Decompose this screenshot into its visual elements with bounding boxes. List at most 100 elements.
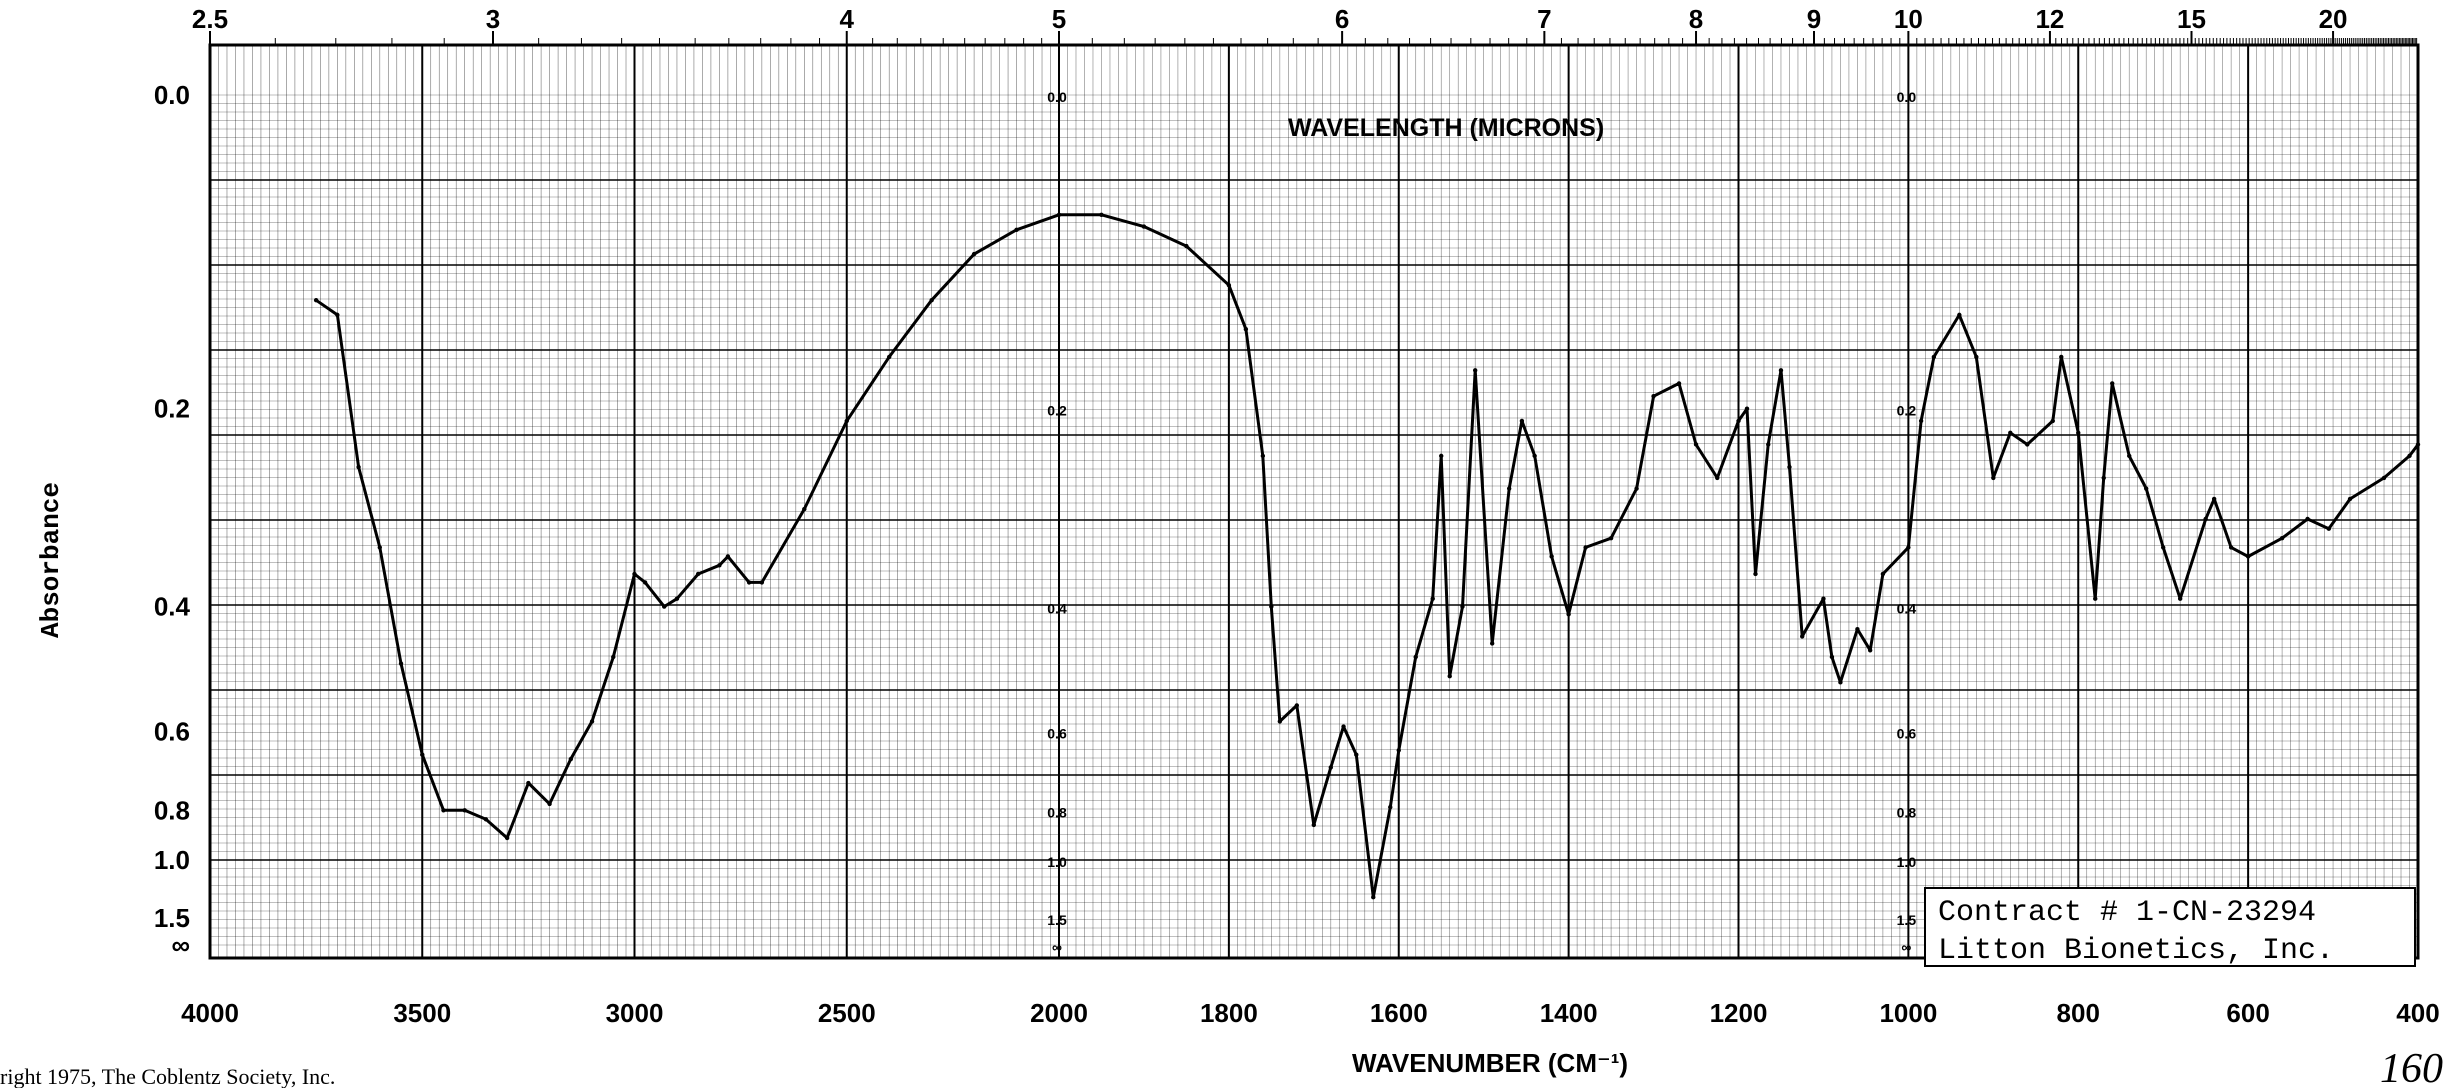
spectrum-point	[695, 571, 701, 577]
x-tick-label: 4000	[181, 998, 239, 1028]
spectrum-point	[356, 464, 361, 470]
x-axis-ticks: 4000 3500 3000 2500 2000 1800 1600 1400 1200 1000…	[181, 998, 2440, 1028]
y-tick-label: 1.5	[154, 903, 190, 933]
inner-scale-label: 0.8	[1047, 804, 1067, 820]
spectrum-point	[1583, 545, 1588, 550]
label-box	[1924, 887, 2416, 967]
spectrum-point	[717, 563, 722, 568]
spectrum-point	[1056, 212, 1062, 218]
spectrum-point	[1354, 752, 1359, 757]
spectrum-point	[1838, 680, 1843, 685]
spectrum-point	[929, 298, 934, 303]
spectrum-point	[844, 418, 849, 424]
spectrum-point	[568, 756, 574, 762]
spectrum-point	[1931, 354, 1937, 360]
x-tick-label: 1800	[1200, 998, 1258, 1028]
spectrum-point	[547, 801, 552, 807]
spectrum-point	[1243, 327, 1249, 332]
spectrum-point	[1821, 596, 1826, 601]
spectrum-point	[802, 506, 807, 512]
x-tick-label: 1600	[1370, 998, 1428, 1028]
spectrum-point	[1277, 719, 1283, 724]
spectrum-point	[1226, 282, 1232, 288]
spectrum-point	[335, 312, 340, 318]
chart-grid-major	[210, 45, 2418, 958]
spectrum-point	[1787, 464, 1792, 470]
spectrum-point	[1532, 453, 1537, 459]
y-tick-label: 0.0	[154, 80, 190, 110]
spectrum-point	[2127, 453, 2132, 459]
spectrum-point	[1766, 442, 1771, 447]
spectrum-point	[1744, 406, 1750, 411]
spectrum-point	[1957, 312, 1962, 318]
spectrum-point	[2203, 516, 2208, 522]
spectrum-point	[2076, 430, 2081, 436]
spectrum-point	[725, 554, 731, 559]
x-tick-label: 3000	[606, 998, 664, 1028]
plot-frame	[208, 43, 2420, 960]
x-tick-label: 800	[2057, 998, 2100, 1028]
spectrum-point	[1634, 486, 1639, 491]
spectrum-points	[313, 212, 2421, 900]
spectrum-point	[2347, 496, 2353, 502]
x-tick-label: 1400	[1540, 998, 1598, 1028]
spectrum-point	[1328, 765, 1334, 770]
x-tick-label: 2000	[1030, 998, 1088, 1028]
spectrum-point	[2279, 535, 2285, 541]
spectrum-point	[1430, 596, 1435, 601]
spectrum-point	[2059, 354, 2064, 360]
top-tick-label: 6	[1335, 4, 1349, 34]
y-tick-label: 0.4	[154, 592, 191, 622]
top-tick-label: 4	[840, 4, 855, 34]
spectrum-point	[504, 835, 510, 841]
spectrum-point	[2025, 442, 2030, 447]
spectrum-point	[589, 719, 595, 724]
inner-scale-label: 1.0	[1047, 854, 1067, 870]
spectrum-point	[746, 580, 752, 585]
spectrum-point	[1736, 418, 1741, 424]
x-tick-label: 400	[2396, 998, 2439, 1028]
spectrum-point	[2228, 545, 2234, 550]
spectrum-point	[1014, 227, 1019, 233]
inner-scale-label: 0.4	[1047, 601, 1067, 617]
contract-label: Contract # 1-CN-23294	[1938, 896, 2316, 930]
spectrum-point	[1651, 393, 1656, 399]
spectrum-point	[1880, 571, 1886, 577]
spectrum-point	[1439, 453, 1444, 459]
x-axis-label: WAVENUMBER (CM⁻¹)	[1352, 1048, 1628, 1078]
copyright-note: right 1975, The Coblentz Society, Inc.	[0, 1064, 335, 1088]
inner-scale-label: 0.2	[1897, 403, 1917, 419]
spectrum-point	[1693, 442, 1699, 447]
spectrum-point	[971, 251, 977, 257]
spectrum-point	[2245, 554, 2251, 559]
spectrum-point	[1341, 724, 1346, 729]
spectrum-point	[1676, 381, 1682, 386]
spectrum-point	[1396, 748, 1401, 753]
inner-scale-label: 1.5	[1897, 912, 1917, 928]
y-tick-label: 1.0	[154, 845, 190, 875]
company-label: Litton Bionetics, Inc.	[1938, 934, 2334, 968]
spectrum-point	[611, 654, 616, 660]
spectrum-point	[1294, 703, 1300, 708]
spectrum-point	[759, 580, 765, 585]
inner-scale-label: 0.0	[1897, 89, 1917, 105]
spectrum-point	[674, 596, 680, 601]
spectrum-point	[1778, 368, 1784, 373]
y-axis-ticks: 0.0 0.2 0.4 0.6 0.8 1.0 1.5∞	[154, 80, 191, 960]
spectrum-point	[1260, 453, 1266, 459]
spectrum-point	[2050, 418, 2055, 424]
spectrum-point	[1974, 354, 1979, 360]
spectrum-point	[1855, 626, 1860, 632]
top-tick-label: 12	[2035, 4, 2064, 34]
spectrum-point	[1184, 243, 1189, 249]
spectrum-point	[1519, 418, 1525, 424]
spectrum-point	[632, 571, 637, 577]
spectrum-point	[1388, 804, 1393, 810]
spectrum-point	[2008, 430, 2013, 436]
x-tick-label: 1000	[1879, 998, 1937, 1028]
y-tick-label: ∞	[171, 930, 190, 960]
spectrum-point	[1099, 212, 1104, 218]
spectrum-point	[441, 808, 446, 813]
spectrum-series-line	[315, 213, 2420, 899]
top-tick-label: 5	[1052, 4, 1066, 34]
